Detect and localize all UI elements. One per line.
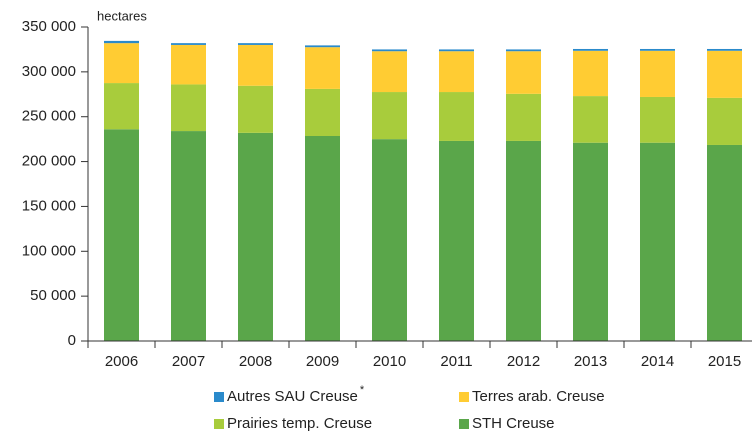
- x-tick-label: 2012: [507, 353, 540, 370]
- bar-segment: [707, 144, 742, 341]
- legend-marker: [214, 392, 224, 402]
- bar-segment: [372, 139, 407, 341]
- bar-segment: [640, 50, 675, 97]
- bar-segment: [171, 43, 206, 45]
- bar-segment: [104, 43, 139, 84]
- bar-segment: [238, 85, 273, 133]
- y-axis-label: hectares: [97, 8, 147, 23]
- y-tick-label: 350 000: [22, 18, 76, 35]
- bar-segment: [104, 83, 139, 130]
- bar-segment: [439, 49, 474, 52]
- bar-segment: [171, 84, 206, 132]
- bar-segment: [305, 47, 340, 89]
- legend-text: Autres SAU Creuse: [227, 388, 358, 405]
- x-tick-label: 2014: [641, 353, 674, 370]
- bar-segment: [640, 96, 675, 143]
- bar-segment: [104, 129, 139, 341]
- x-tick-label: 2010: [373, 353, 406, 370]
- legend-text: STH Creuse: [472, 415, 555, 432]
- x-tick-label: 2009: [306, 353, 339, 370]
- legend-text: Terres arab. Creuse: [472, 388, 605, 405]
- bar-segment: [506, 49, 541, 52]
- bar-segment: [372, 51, 407, 93]
- legend-marker: [214, 419, 224, 429]
- bar-segment: [372, 49, 407, 52]
- bar-segment: [305, 45, 340, 48]
- legend-label: Autres SAU Creuse *: [227, 384, 365, 405]
- bar-segment: [439, 51, 474, 93]
- bar-segment: [573, 142, 608, 341]
- bar-segment: [506, 93, 541, 141]
- bar-segment: [439, 92, 474, 141]
- legend-label: Terres arab. Creuse: [472, 388, 605, 405]
- x-tick-label: 2008: [239, 353, 272, 370]
- bar-segment: [238, 43, 273, 45]
- y-tick-label: 250 000: [22, 108, 76, 125]
- bar-segment: [640, 48, 675, 51]
- bar-segment: [171, 131, 206, 341]
- bar-segment: [104, 40, 139, 44]
- bar-segment: [573, 48, 608, 51]
- y-tick-label: 0: [68, 332, 76, 349]
- bar-segment: [372, 92, 407, 140]
- y-tick-label: 200 000: [22, 153, 76, 170]
- bar-segment: [506, 140, 541, 341]
- x-tick-label: 2011: [440, 353, 472, 370]
- bar-segment: [707, 97, 742, 145]
- legend-label: STH Creuse: [472, 415, 555, 432]
- legend-text: Prairies temp. Creuse: [227, 415, 372, 432]
- legend-marker: [459, 419, 469, 429]
- y-tick-label: 150 000: [22, 197, 76, 214]
- y-tick-label: 300 000: [22, 63, 76, 80]
- legend-label: Prairies temp. Creuse: [227, 415, 372, 432]
- y-tick-label: 100 000: [22, 242, 76, 259]
- x-tick-label: 2006: [105, 353, 138, 370]
- bar-segment: [707, 50, 742, 98]
- bar-segment: [439, 140, 474, 341]
- x-tick-label: 2007: [172, 353, 205, 370]
- bar-segment: [238, 44, 273, 86]
- bar-segment: [238, 132, 273, 341]
- bar-segment: [506, 51, 541, 94]
- bar-segment: [707, 48, 742, 51]
- bar-segment: [640, 142, 675, 341]
- bar-segment: [573, 96, 608, 143]
- bar-segment: [305, 136, 340, 341]
- bar-segment: [573, 50, 608, 97]
- x-tick-label: 2015: [708, 353, 741, 370]
- x-tick-label: 2013: [574, 353, 607, 370]
- legend-footnote: *: [360, 384, 365, 396]
- bar-segment: [305, 88, 340, 137]
- bar-segment: [171, 44, 206, 85]
- legend-marker: [459, 392, 469, 402]
- y-tick-label: 50 000: [30, 287, 76, 304]
